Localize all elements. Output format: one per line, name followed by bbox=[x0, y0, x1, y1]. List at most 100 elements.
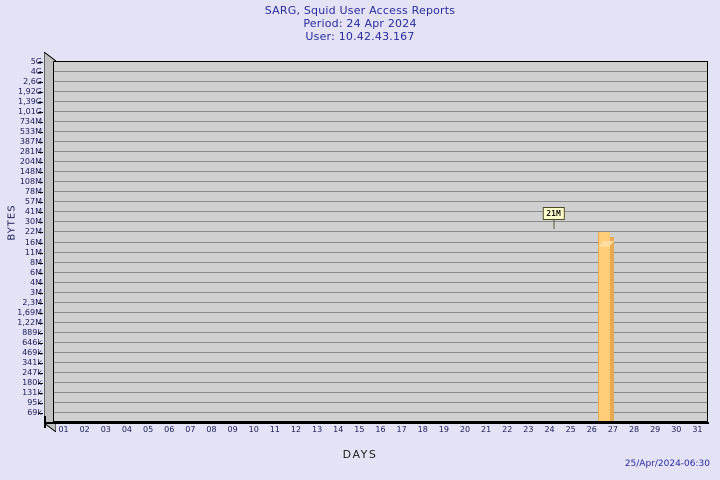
x-axis-tick-label: 13 bbox=[312, 425, 323, 434]
y-axis-tick-label: 30M bbox=[24, 217, 42, 226]
x-axis-tick-label: 27 bbox=[607, 425, 618, 434]
y-axis-tick-label: 16M bbox=[24, 238, 42, 247]
y-axis-tick-label: 57M bbox=[24, 197, 42, 206]
y-axis-tick-label: 148M bbox=[19, 167, 42, 176]
y-axis-tick-label: 5G bbox=[30, 57, 42, 66]
bar-side-face bbox=[609, 237, 614, 421]
y-axis-tick-label: 2,3M bbox=[22, 298, 42, 307]
x-axis-tick-label: 10 bbox=[248, 425, 259, 434]
y-axis-tick-label: 204M bbox=[19, 157, 42, 166]
x-axis-tick-label: 02 bbox=[79, 425, 90, 434]
report-user: User: 10.42.43.167 bbox=[305, 30, 415, 43]
bar-value-label: 21M bbox=[542, 207, 565, 220]
x-axis-title: DAYS bbox=[342, 448, 378, 461]
y-axis-tick-label: 69k bbox=[27, 408, 42, 417]
gridline bbox=[54, 101, 707, 102]
y-axis-tick bbox=[38, 313, 43, 314]
y-axis-tick-label: 469k bbox=[22, 348, 42, 357]
y-axis-tick bbox=[38, 232, 43, 233]
gridline bbox=[54, 171, 707, 172]
gridline bbox=[54, 242, 707, 243]
gridline bbox=[54, 121, 707, 122]
footer-timestamp: 25/Apr/2024-06:30 bbox=[624, 459, 710, 469]
x-axis-tick-label: 26 bbox=[586, 425, 597, 434]
y-axis-tick-label: 247k bbox=[22, 368, 42, 377]
y-axis-tick bbox=[38, 373, 43, 374]
gridline bbox=[54, 402, 707, 403]
x-axis-line bbox=[44, 422, 709, 424]
report-period: Period: 24 Apr 2024 bbox=[303, 17, 417, 30]
x-axis-tick-label: 29 bbox=[650, 425, 661, 434]
y-axis-tick bbox=[38, 152, 43, 153]
x-axis-tick-label: 08 bbox=[206, 425, 217, 434]
x-axis-tick-label: 23 bbox=[523, 425, 534, 434]
y-axis-tick bbox=[38, 353, 43, 354]
y-axis-tick bbox=[38, 162, 43, 163]
y-axis-tick bbox=[38, 323, 43, 324]
y-axis-tick bbox=[38, 222, 43, 223]
y-axis-tick-label: 22M bbox=[24, 227, 42, 236]
gridline bbox=[54, 211, 707, 212]
y-axis-tick-label: 1,39G bbox=[17, 97, 42, 106]
gridline bbox=[54, 191, 707, 192]
y-axis-tick-label: 1,22M bbox=[17, 318, 42, 327]
x-axis-tick-label: 16 bbox=[375, 425, 386, 434]
x-axis-tick-label: 21 bbox=[481, 425, 492, 434]
gridline bbox=[54, 352, 707, 353]
x-axis-tick-label: 03 bbox=[100, 425, 111, 434]
y-axis-tick-label: 41M bbox=[24, 207, 42, 216]
y-axis-tick-label: 95k bbox=[27, 398, 42, 407]
gridline bbox=[54, 221, 707, 222]
y-axis-tick bbox=[38, 363, 43, 364]
gridline bbox=[54, 322, 707, 323]
y-axis-tick bbox=[38, 82, 43, 83]
plot-area: 21M bbox=[53, 61, 708, 422]
x-axis-tick-label: 25 bbox=[565, 425, 576, 434]
x-axis-tick-label: 30 bbox=[671, 425, 682, 434]
x-axis-tick-label: 20 bbox=[459, 425, 471, 434]
gridline bbox=[54, 382, 707, 383]
x-axis-tick-label: 06 bbox=[164, 425, 175, 434]
x-axis-tick-label: 05 bbox=[142, 425, 154, 434]
bar-front-face bbox=[598, 232, 610, 421]
chart-title-block: SARG, Squid User Access Reports Period: … bbox=[0, 4, 720, 43]
y-axis-tick bbox=[38, 403, 43, 404]
gridline bbox=[54, 312, 707, 313]
gridline bbox=[54, 372, 707, 373]
y-axis-tick bbox=[38, 132, 43, 133]
gridline bbox=[54, 392, 707, 393]
y-axis-tick-label: 180k bbox=[22, 378, 42, 387]
gridline bbox=[54, 412, 707, 413]
y-axis-tick bbox=[38, 343, 43, 344]
x-axis-tick-label: 28 bbox=[628, 425, 640, 434]
x-axis-tick-label: 15 bbox=[354, 425, 365, 434]
bar[interactable] bbox=[598, 232, 614, 421]
gridline bbox=[54, 71, 707, 72]
y-axis-tick bbox=[38, 202, 43, 203]
x-axis-tick-label: 01 bbox=[58, 425, 69, 434]
gridline bbox=[54, 81, 707, 82]
y-axis-tick bbox=[38, 283, 43, 284]
y-axis-tick bbox=[38, 303, 43, 304]
y-axis-tick-label: 4G bbox=[30, 67, 42, 76]
gridline bbox=[54, 201, 707, 202]
gridline bbox=[54, 231, 707, 232]
y-axis-tick bbox=[38, 92, 43, 93]
y-axis-tick-label: 131k bbox=[22, 388, 42, 397]
y-axis-tick bbox=[38, 182, 43, 183]
y-axis-tick-label: 533M bbox=[19, 127, 42, 136]
y-axis-tick bbox=[38, 263, 43, 264]
gridline bbox=[54, 282, 707, 283]
gridline bbox=[54, 262, 707, 263]
gridline bbox=[54, 141, 707, 142]
gridline bbox=[54, 131, 707, 132]
gridline bbox=[54, 342, 707, 343]
page-title: SARG, Squid User Access Reports bbox=[264, 4, 456, 17]
y-axis-tick bbox=[38, 122, 43, 123]
y-axis-tick-label: 8M bbox=[30, 258, 42, 267]
x-axis-tick-label: 17 bbox=[396, 425, 407, 434]
x-axis-tick-label: 04 bbox=[121, 425, 133, 434]
gridline bbox=[54, 332, 707, 333]
gridline bbox=[54, 302, 707, 303]
